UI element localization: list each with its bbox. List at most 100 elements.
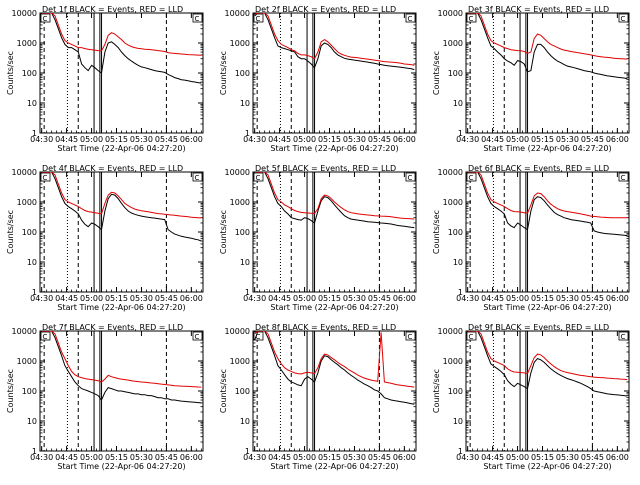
panel-7-xlabel: Start Time (22-Apr-06 04:27:20) [57,462,185,471]
panel-1-title: Det 1f BLACK = Events, RED = LLD [42,5,183,14]
panel-1-ytick-label: 10000 [12,9,37,18]
panel-2-legend-box-left-label: C [256,15,261,23]
panel-1-legend-box-right-label: C [195,15,200,23]
panel-7-legend-box-right-label: C [195,333,200,341]
panel-3-title: Det 3f BLACK = Events, RED = LLD [468,5,609,14]
panel-5-series-events [254,172,415,229]
panel-8-ytick-label: 10 [240,417,250,426]
panel-2-legend-box-left [253,13,264,23]
panel-8-xtick-label: 05:30 [343,453,366,462]
panel-3-ytick-label: 10 [453,99,463,108]
panel-4-legend-box-right [192,172,203,182]
panel-2-xlabel: Start Time (22-Apr-06 04:27:20) [270,144,398,153]
panel-5-legend-box-right-label: C [408,174,413,182]
panel-1-xtick-label: 04:30 [30,135,53,144]
panel-6-frame [465,171,630,293]
panel-6-xtick-label: 05:00 [506,294,529,303]
panel-9-xtick-label: 05:30 [556,453,579,462]
panel-8-series-events [254,331,415,405]
panel-2-ytick-label: 10000 [225,9,250,18]
panel-5-ytick-label: 1000 [230,198,250,207]
panel-4-xtick-label: 05:45 [155,294,178,303]
panel-1-frame [39,12,204,134]
panel-9-legend-box-left-label: C [469,333,474,341]
panel-6-legend-box-right-label: C [621,174,626,182]
panel-8-xtick-label: 06:00 [393,453,416,462]
panel-2-xtick-label: 05:45 [368,135,391,144]
panel-2-xtick-label: 05:00 [293,135,316,144]
panel-9-series-lld [467,331,628,381]
panel-6-xtick-label: 04:45 [481,294,504,303]
panel-9-ytick-label: 10 [453,417,463,426]
panel-7-xtick-label: 05:45 [155,453,178,462]
panel-2-ytick-label: 10 [240,99,250,108]
panel-7-series-events [41,331,202,404]
panel-6-xtick-label: 05:45 [581,294,604,303]
panel-8-series-lld [254,331,415,388]
panel-5-title: Det 5f BLACK = Events, RED = LLD [255,164,396,173]
panel-7-ytick-label: 100 [22,387,37,396]
panel-7-ytick-label: 1000 [17,357,37,366]
panel-1-xtick-label: 04:45 [55,135,78,144]
panel-4-series-lld [41,172,202,219]
panel-2-ylabel: Counts/sec [219,51,228,95]
panel-3-legend-box-right [618,13,629,23]
panel-9-xtick-label: 05:00 [506,453,529,462]
panel-9-xtick-label: 04:30 [456,453,479,462]
panel-4-xtick-label: 05:15 [105,294,128,303]
panel-7-ytick-label: 1 [32,447,37,456]
panel-2-series-lld [254,13,415,66]
panel-2-xtick-label: 06:00 [393,135,416,144]
panel-3-ylabel: Counts/sec [432,51,441,95]
panel-5-xtick-label: 05:45 [368,294,391,303]
panel-3-ytick-label: 10000 [438,9,463,18]
panel-1-ytick-label: 1000 [17,39,37,48]
panel-7-xtick-label: 06:00 [180,453,203,462]
panel-2-frame [252,12,417,134]
panel-6-series-lld [467,172,628,219]
panel-8-legend-box-left [253,331,264,341]
panel-9-series-events [467,331,628,397]
panel-5-ytick-label: 10000 [225,168,250,177]
panel-6-ytick-label: 10000 [438,168,463,177]
panel-8-xlabel: Start Time (22-Apr-06 04:27:20) [270,462,398,471]
panel-7-xtick-label: 05:15 [105,453,128,462]
panel-3-xtick-label: 05:45 [581,135,604,144]
panel-1-xtick-label: 05:30 [130,135,153,144]
panel-1-xtick-label: 05:15 [105,135,128,144]
panel-4-title: Det 4f BLACK = Events, RED = LLD [42,164,183,173]
panel-5-legend-box-left [253,172,264,182]
panel-3-series-lld [467,13,628,60]
panel-2-legend-box-right [405,13,416,23]
panel-9-xtick-label: 05:15 [531,453,554,462]
panel-7-xtick-label: 05:00 [80,453,103,462]
panel-1-xtick-label: 06:00 [180,135,203,144]
panel-3-ytick-label: 1000 [443,39,463,48]
panel-9-legend-box-left [466,331,477,341]
panel-6-series-events [467,172,628,237]
panel-4-legend-box-right-label: C [195,174,200,182]
panel-6-legend-box-right [618,172,629,182]
panel-7-title: Det 7f BLACK = Events, RED = LLD [42,323,183,332]
panel-6-xtick-label: 06:00 [606,294,629,303]
panel-4-series-events [41,172,202,242]
panel-6-legend-box-left-label: C [469,174,474,182]
panel-2-ytick-label: 1 [245,129,250,138]
panel-8-ylabel: Counts/sec [219,369,228,413]
panel-3-series-events [467,13,628,80]
panel-5-ytick-label: 1 [245,288,250,297]
panel-2-legend-box-right-label: C [408,15,413,23]
panel-7-series-lld [41,331,202,388]
panel-3-xlabel: Start Time (22-Apr-06 04:27:20) [483,144,611,153]
panel-3-xtick-label: 04:45 [481,135,504,144]
panel-5-xtick-label: 04:45 [268,294,291,303]
panel-5-legend-box-right [405,172,416,182]
panel-1-series-lld [41,13,202,56]
panel-4-xtick-label: 05:30 [130,294,153,303]
panel-2-ytick-label: 100 [235,69,250,78]
panel-1-ylabel: Counts/sec [6,51,15,95]
panel-8-legend-box-right-label: C [408,333,413,341]
panel-6-xtick-label: 04:30 [456,294,479,303]
panel-3-legend-box-right-label: C [621,15,626,23]
panel-5-xtick-label: 05:30 [343,294,366,303]
